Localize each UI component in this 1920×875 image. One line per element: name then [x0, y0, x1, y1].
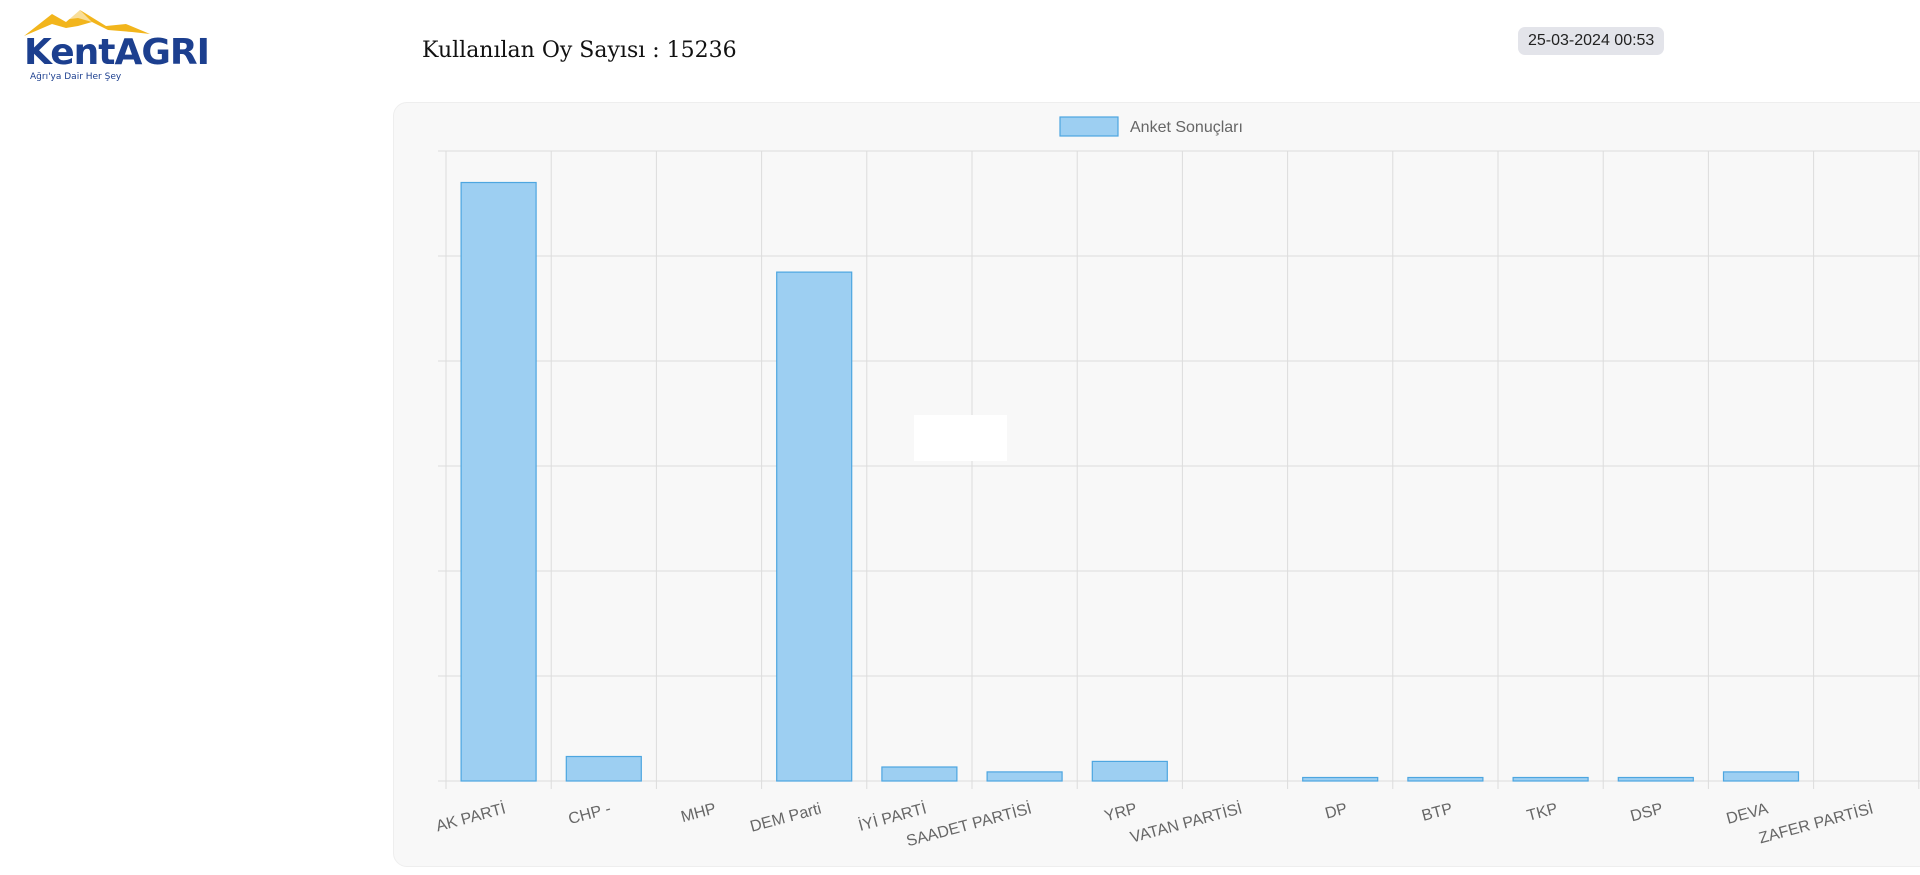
legend-label: Anket Sonuçları: [1130, 119, 1243, 136]
bar-4[interactable]: [881, 766, 958, 782]
chart-legend[interactable]: Anket Sonuçları: [1059, 116, 1243, 137]
x-tick-label-2: MHP: [679, 800, 718, 826]
chart-grid: [438, 150, 1920, 789]
logo-snow-icon: [62, 10, 92, 22]
bar-11[interactable]: [1617, 776, 1694, 782]
chart-tooltip: [914, 415, 1007, 461]
x-tick-label-10: TKP: [1525, 800, 1559, 824]
x-tick-label-11: DSP: [1629, 800, 1665, 825]
x-tick-label-6: YRP: [1103, 800, 1139, 825]
logo-mountain-icon: [24, 10, 150, 36]
bar-3[interactable]: [776, 271, 853, 782]
x-tick-label-3: DEM Parti: [748, 800, 823, 835]
bar-6[interactable]: [1091, 760, 1168, 782]
bar-12[interactable]: [1722, 771, 1800, 782]
bar-1[interactable]: [565, 755, 642, 782]
bar-10[interactable]: [1512, 776, 1589, 782]
chart-bars: [460, 181, 1800, 782]
x-tick-label-1: CHP -: [567, 800, 613, 828]
timestamp-badge: 25-03-2024 00:53: [1518, 27, 1665, 55]
x-tick-label-0: AK PARTİ: [434, 799, 508, 836]
x-tick-label-8: DP: [1323, 800, 1349, 822]
vote-count-label: Kullanılan Oy Sayısı : 15236: [422, 38, 737, 63]
bar-5[interactable]: [986, 771, 1063, 782]
bar-chart: AK PARTİ CHP - MHP DEM Parti İYİ PARTİSAADET…: [434, 116, 1920, 851]
legend-swatch: [1059, 116, 1119, 137]
bar-8[interactable]: [1302, 776, 1379, 782]
x-tick-label-7: VATAN PARTİSİ: [1128, 799, 1244, 847]
chart-card: AK PARTİ CHP - MHP DEM Parti İYİ PARTİ SAADET…: [393, 102, 1920, 867]
logo-graphic: KentAGRI Ağrı'ya Dair Her Şey: [24, 10, 207, 82]
bar-0[interactable]: [460, 181, 537, 782]
x-tick-label-13: ZAFER PARTİSİ: [1757, 799, 1876, 848]
kentagri-logo[interactable]: KentAGRI Ağrı'ya Dair Her Şey: [22, 4, 207, 84]
x-tick-label-9: BTP: [1420, 800, 1454, 824]
x-tick-label-12: DEVA: [1725, 800, 1771, 827]
bar-9[interactable]: [1407, 776, 1484, 782]
logo-tagline: Ağrı'ya Dair Her Şey: [30, 72, 122, 82]
logo-brand-text: KentAGRI: [24, 32, 207, 73]
chart-x-labels: AK PARTİ CHP - MHP DEM Parti İYİ PARTİSAADET…: [434, 799, 1876, 851]
